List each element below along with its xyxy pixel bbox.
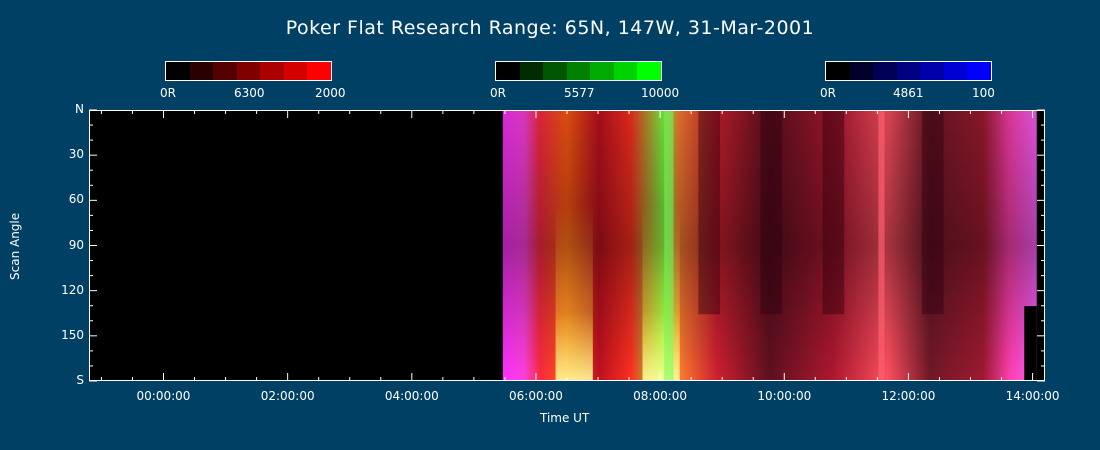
colorbar-4861-min-label: 0R (820, 86, 836, 100)
colorbar-step (590, 62, 614, 80)
colorbar-step (826, 62, 850, 80)
colorbar-step (566, 62, 591, 80)
y-tick-label: 60 (68, 192, 84, 207)
colorbar-step (967, 62, 992, 80)
colorbar-step (873, 62, 897, 80)
keogram-image (502, 111, 1037, 380)
keogram-dark-streak (822, 111, 845, 315)
x-tick-label: 06:00:00 (509, 389, 563, 403)
colorbar-5577-channel-label: 5577 (564, 86, 595, 100)
y-tick-label: 120 (61, 282, 84, 297)
x-tick-label: 10:00:00 (757, 389, 812, 403)
colorbar-step (943, 62, 968, 80)
colorbar-6300 (165, 61, 332, 81)
colorbar-6300-min-label: 0R (160, 86, 176, 100)
y-axis-title: Scan Angle (8, 212, 22, 280)
x-tick-label: 04:00:00 (384, 389, 439, 403)
colorbar-step (166, 62, 190, 80)
x-tick-label: 02:00:00 (260, 389, 315, 403)
colorbar-step (519, 62, 544, 80)
x-tick-label: 08:00:00 (633, 389, 688, 403)
colorbar-step (236, 62, 261, 80)
y-tick-label: 90 (68, 237, 84, 252)
colorbar-step (849, 62, 874, 80)
colorbar-step (307, 62, 332, 80)
colorbar-5577-max-label: 10000 (641, 86, 680, 100)
colorbar-step (920, 62, 944, 80)
x-tick-label: 14:00:00 (1005, 389, 1060, 403)
keogram-end-dark (1024, 306, 1037, 380)
colorbar-4861-channel-label: 4861 (893, 86, 924, 100)
colorbar-step (213, 62, 237, 80)
keogram-dark-streak (921, 111, 944, 315)
x-tick-label: 00:00:00 (136, 389, 191, 403)
chart-title: Poker Flat Research Range: 65N, 147W, 31… (285, 17, 815, 39)
colorbar-step (613, 62, 638, 80)
colorbar-5577-min-label: 0R (490, 86, 506, 100)
colorbar-6300-channel-label: 6300 (234, 86, 265, 100)
y-tick-label: 150 (61, 327, 84, 342)
colorbar-4861 (825, 61, 992, 81)
colorbar-step (896, 62, 921, 80)
keogram-green-band (664, 111, 674, 380)
y-tick-label: 30 (68, 147, 84, 162)
keogram-dark-streak (698, 111, 721, 315)
colorbar-5577 (495, 61, 662, 81)
y-tick-label: S (76, 373, 84, 387)
x-axis-title: Time UT (540, 411, 590, 425)
colorbar-step (637, 62, 662, 80)
keogram-burst (555, 205, 593, 380)
keogram-bright-streak (878, 111, 885, 380)
plot-area (89, 110, 1045, 381)
colorbar-step (189, 62, 214, 80)
colorbar-step (260, 62, 284, 80)
x-tick-label: 12:00:00 (881, 389, 936, 403)
colorbar-step (496, 62, 520, 80)
keogram-dark-streak (760, 111, 783, 315)
colorbar-6300-max-label: 2000 (315, 86, 346, 100)
colorbar-4861-max-label: 100 (972, 86, 995, 100)
y-tick-label: N (75, 102, 84, 116)
colorbar-step (283, 62, 308, 80)
colorbar-step (543, 62, 567, 80)
